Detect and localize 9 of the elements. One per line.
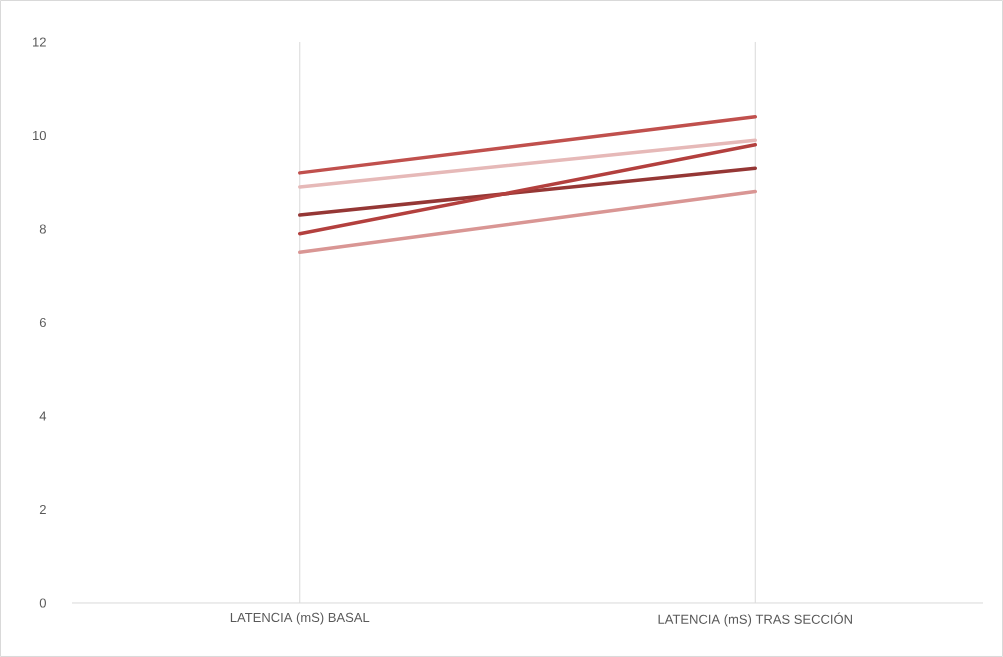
y-tick-label: 12 bbox=[33, 37, 46, 47]
y-tick-label: 10 bbox=[33, 130, 46, 141]
y-tick-label: 6 bbox=[39, 317, 46, 328]
y-tick-label: 0 bbox=[39, 598, 46, 608]
y-tick-label: 4 bbox=[39, 411, 47, 421]
x-tick-label: LATENCIA (mS) TRAS SECCIÓN bbox=[658, 612, 852, 627]
y-tick-label: 2 bbox=[39, 504, 46, 515]
y-tick-label: 8 bbox=[39, 224, 46, 234]
x-tick-label: LATENCIA (mS) BASAL bbox=[230, 612, 370, 625]
